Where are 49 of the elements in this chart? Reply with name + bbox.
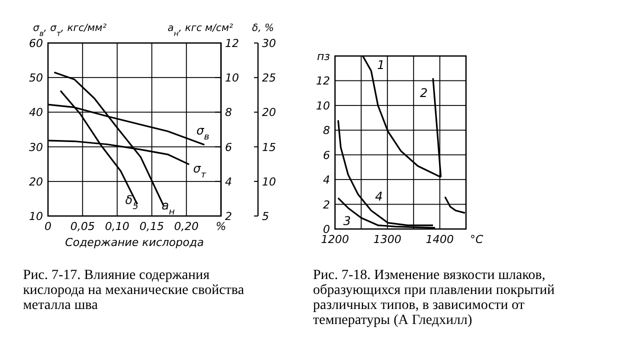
y3-tick-label: 5: [262, 210, 269, 223]
y-tick-label: 2: [323, 198, 330, 212]
y-axis-title: пз: [316, 50, 330, 63]
series-label: a$_{н}$: [162, 198, 175, 218]
x-axis-title: Содержание кислорода: [65, 236, 204, 249]
y-tick-label: 20: [29, 175, 43, 188]
series-label: 1: [377, 58, 385, 72]
x-axis-title: °C: [470, 233, 484, 246]
text: Рис. 7-18. Изменение вязкости шлаков, образующихся при плавлении покрытий различных типов, в зависимости от температуры (А Гледхилл): [313, 268, 556, 328]
x-tick-label: 0,20: [174, 220, 199, 233]
y2-tick-label: 10: [225, 72, 239, 85]
y-tick-label: 8: [323, 124, 330, 138]
x-tick-label: 1200: [321, 233, 349, 246]
y3-tick-label: 30: [262, 37, 276, 50]
y3-tick-label: 25: [262, 72, 276, 85]
y-tick-label: 4: [323, 174, 330, 187]
x-tick-label: 1400: [426, 233, 454, 246]
y2-axis-title: a$_{н}$, кгс м/см²: [168, 23, 233, 38]
y-axis-title: σ$_{в}$, σ$_{т}$, кгс/мм²: [33, 23, 106, 38]
y-tick-label: 6: [323, 148, 330, 162]
y2-tick-label: 4: [225, 175, 232, 188]
y3-tick-label: 20: [262, 106, 276, 120]
y-tick-label: 50: [29, 72, 43, 85]
y-tick-label: 12: [316, 74, 330, 88]
y3-tick-label: 15: [262, 140, 276, 154]
x-tick-label: 0: [44, 220, 52, 233]
series-label: 2: [420, 86, 428, 100]
y2-tick-label: 8: [225, 106, 232, 120]
y-tick-label: 30: [29, 140, 43, 154]
y-tick-label: 60: [29, 37, 43, 50]
y2-tick-label: 12: [225, 37, 239, 50]
series-label: 3: [343, 214, 351, 228]
series-label: σ$_{т}$: [193, 161, 207, 180]
y-tick-label: 10: [29, 210, 43, 223]
y3-tick-label: 10: [262, 175, 276, 188]
x-tick-label: 0,15: [140, 220, 164, 233]
series-label: 4: [375, 189, 383, 204]
y-tick-label: 40: [29, 106, 43, 120]
x-tick-label: %: [216, 220, 226, 233]
x-tick-label: 1300: [373, 233, 402, 246]
series-label: σ$_{в}$: [196, 124, 210, 143]
y2-tick-label: 6: [225, 140, 232, 154]
text: Рис. 7-17. Влияние содержания кислорода на механические свойства металла шва: [23, 268, 245, 313]
x-tick-label: 0,10: [104, 220, 130, 233]
y2-tick-label: 2: [225, 210, 232, 223]
series-label: δ$_{5}$: [125, 193, 139, 212]
x-tick-label: 0,05: [70, 220, 95, 233]
y3-axis-title: δ, %: [252, 23, 274, 34]
y-tick-label: 10: [316, 99, 330, 112]
